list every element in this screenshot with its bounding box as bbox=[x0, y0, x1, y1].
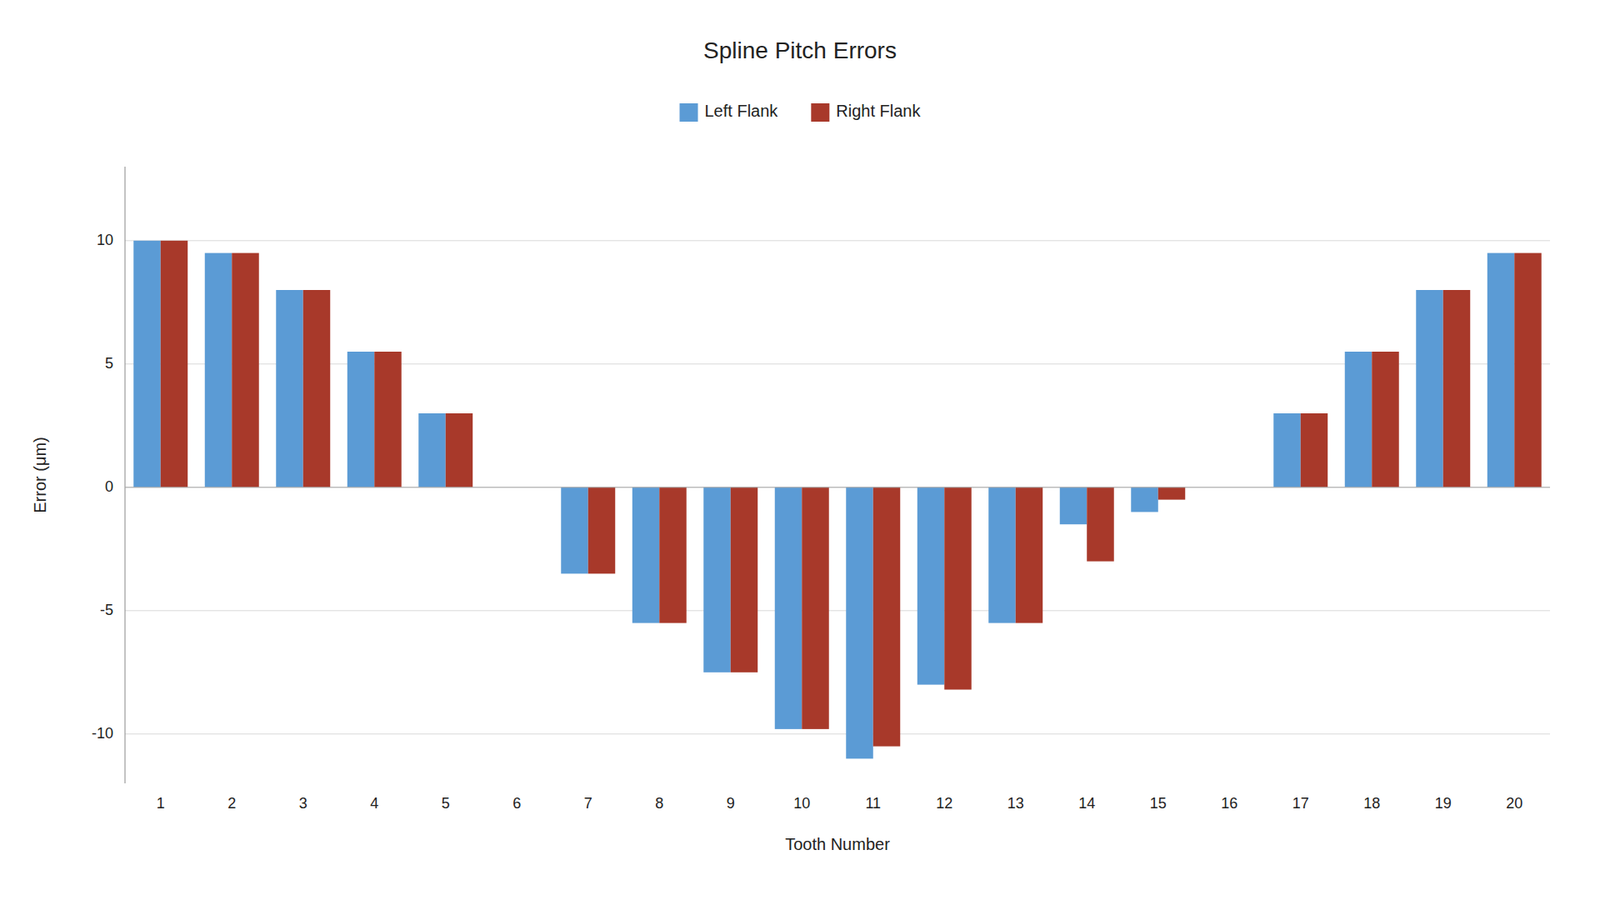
bar bbox=[730, 487, 758, 673]
chart: -10-505101234567891011121314151617181920… bbox=[0, 0, 1600, 900]
legend-label: Right Flank bbox=[835, 101, 921, 120]
x-tick-label: 9 bbox=[726, 795, 735, 812]
bar bbox=[1514, 253, 1541, 488]
x-tick-label: 11 bbox=[865, 795, 881, 812]
x-ticks: 1234567891011121314151617181920 bbox=[156, 795, 1524, 812]
legend-item: Right Flank bbox=[810, 101, 921, 122]
bar bbox=[205, 253, 232, 488]
grid-line bbox=[125, 610, 1550, 611]
bar bbox=[801, 487, 829, 730]
title: Spline Pitch Errors bbox=[703, 37, 897, 64]
bar bbox=[1371, 351, 1399, 488]
x-tick-label: 8 bbox=[655, 795, 664, 812]
legend-swatch bbox=[680, 103, 699, 122]
grid-line bbox=[125, 240, 1550, 241]
bar bbox=[303, 290, 330, 488]
bar bbox=[1300, 413, 1328, 488]
series-bars bbox=[133, 240, 1515, 760]
legend-swatch bbox=[810, 103, 830, 122]
x-tick-label: 1 bbox=[156, 795, 165, 812]
x-tick-label: 10 bbox=[793, 795, 810, 812]
grid-line bbox=[125, 363, 1550, 365]
x-tick-label: 6 bbox=[512, 795, 521, 812]
x-tick-label: 2 bbox=[227, 795, 236, 812]
bar bbox=[374, 351, 401, 488]
y-tick-label: 10 bbox=[96, 231, 114, 249]
bar bbox=[133, 240, 160, 488]
bars bbox=[133, 240, 1541, 760]
x-axis-label: Tooth Number bbox=[785, 835, 890, 854]
bar bbox=[1345, 351, 1372, 488]
bar bbox=[1158, 487, 1185, 500]
x-tick-label: 18 bbox=[1363, 795, 1380, 812]
x-tick-label: 20 bbox=[1505, 795, 1523, 812]
bar bbox=[1060, 487, 1087, 525]
grid-line bbox=[125, 486, 1550, 488]
bar bbox=[845, 487, 873, 760]
bar bbox=[1415, 290, 1443, 488]
x-tick-label: 3 bbox=[299, 795, 308, 812]
bar bbox=[160, 240, 188, 488]
x-tick-label: 17 bbox=[1292, 795, 1310, 812]
bar bbox=[275, 290, 303, 488]
grid bbox=[125, 240, 1550, 735]
bar bbox=[231, 253, 259, 488]
x-tick-label: 5 bbox=[441, 795, 450, 812]
zero-line bbox=[125, 486, 1550, 488]
x-tick-label: 16 bbox=[1220, 795, 1238, 812]
bar bbox=[659, 487, 686, 624]
grid-line bbox=[125, 733, 1550, 735]
x-tick-label: 14 bbox=[1078, 795, 1095, 812]
bar bbox=[703, 487, 730, 673]
bar bbox=[1015, 487, 1043, 624]
x-tick-label: 13 bbox=[1007, 795, 1025, 812]
legend-item: Left Flank bbox=[680, 101, 780, 122]
legend: Left Flank Right Flank bbox=[680, 101, 922, 122]
bar bbox=[988, 487, 1015, 624]
y-axis-label: Error (μm) bbox=[30, 436, 50, 514]
x-tick-label: 7 bbox=[584, 795, 593, 812]
y-axis-line bbox=[125, 166, 126, 784]
y-tick-label: -10 bbox=[91, 725, 114, 742]
x-tick-label: 12 bbox=[935, 795, 953, 812]
series-bars bbox=[160, 240, 1542, 747]
bar bbox=[1086, 487, 1114, 562]
y-ticks: -10 -5 0 5 10 bbox=[91, 231, 114, 742]
bar bbox=[445, 413, 473, 488]
bar bbox=[1130, 487, 1158, 513]
y-tick-label: 0 bbox=[105, 478, 114, 495]
y-tick-label: 5 bbox=[105, 355, 114, 372]
legend-label: Left Flank bbox=[705, 101, 780, 120]
bar bbox=[347, 351, 375, 488]
bar bbox=[917, 487, 945, 685]
bar bbox=[873, 487, 900, 747]
x-tick-label: 19 bbox=[1435, 795, 1452, 812]
bar bbox=[588, 487, 615, 575]
bar bbox=[418, 413, 445, 488]
y-tick-label: -5 bbox=[100, 601, 114, 619]
bar bbox=[1443, 290, 1470, 488]
bar bbox=[944, 487, 971, 690]
bar bbox=[632, 487, 660, 624]
bar bbox=[560, 487, 588, 575]
x-tick-label: 15 bbox=[1150, 795, 1167, 812]
bar bbox=[775, 487, 802, 730]
x-tick-label: 4 bbox=[370, 795, 379, 812]
bar bbox=[1487, 253, 1515, 488]
bar bbox=[1273, 413, 1300, 488]
